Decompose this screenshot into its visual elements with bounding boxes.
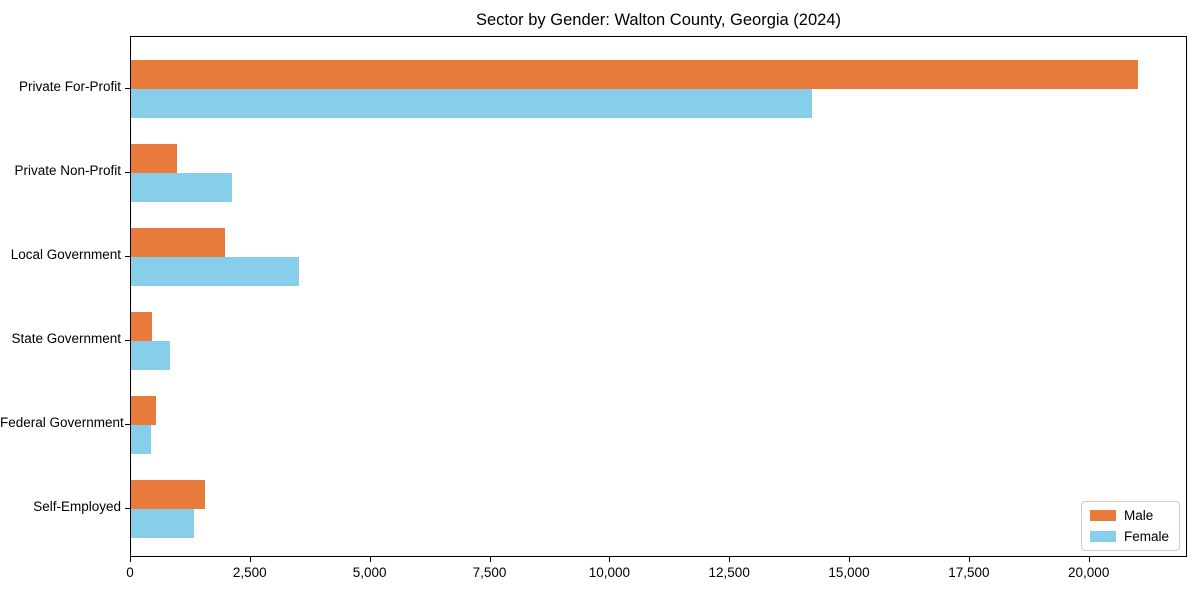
category-label: Self-Employed [33,499,121,514]
bar-female-3 [131,257,299,286]
category-label: Private For-Profit [18,79,121,94]
bar-male-5 [131,396,157,425]
legend: Male Female [1080,501,1180,551]
x-tick-label: 10,000 [588,565,631,580]
y-tick-mark [125,508,130,509]
category-label: Federal Government [0,415,124,430]
bar-male-4 [131,312,152,341]
plot-area: Male Female [130,36,1187,557]
bar-male-2 [131,144,177,173]
male-series-swatch [1089,510,1116,521]
x-tick-label: 12,500 [708,565,750,580]
chart-title: Sector by Gender: Walton County, Georgia… [475,11,841,29]
x-tick-label: 20,000 [1068,565,1110,580]
x-tick-mark [489,557,491,562]
x-tick-label: 2,500 [232,565,267,580]
legend-label-male: Male [1123,508,1154,523]
bar-female-4 [131,341,170,370]
x-tick-label: 0 [126,565,134,580]
x-tick-mark [130,557,131,562]
bar-female-2 [131,173,232,202]
bar-male-3 [131,228,225,257]
x-tick-label: 5,000 [352,565,387,580]
x-tick-mark [729,557,731,562]
bar-male-6 [131,480,205,509]
category-label: Local Government [10,247,121,262]
bar-male-1 [131,60,1138,89]
x-tick-mark [609,557,611,562]
bar-female-6 [131,509,194,538]
y-tick-mark [125,424,130,425]
y-tick-mark [125,172,130,173]
bar-female-5 [131,425,151,454]
x-tick-label: 15,000 [828,565,870,580]
x-tick-label: 7,500 [472,565,507,580]
y-tick-mark [125,340,130,341]
x-tick-mark [968,557,970,562]
x-tick-mark [1088,557,1090,562]
x-tick-mark [369,557,371,562]
category-label: State Government [11,331,121,346]
legend-item-male: Male [1089,508,1169,523]
x-tick-mark [249,557,251,562]
y-tick-mark [125,88,130,89]
y-tick-mark [125,256,130,257]
category-label: Private Non-Profit [14,163,121,178]
legend-label-female: Female [1123,529,1169,544]
bar-female-1 [131,89,812,118]
x-tick-mark [849,557,850,562]
female-series-swatch [1089,531,1116,542]
legend-item-female: Female [1089,529,1169,544]
x-tick-label: 17,500 [948,565,990,580]
